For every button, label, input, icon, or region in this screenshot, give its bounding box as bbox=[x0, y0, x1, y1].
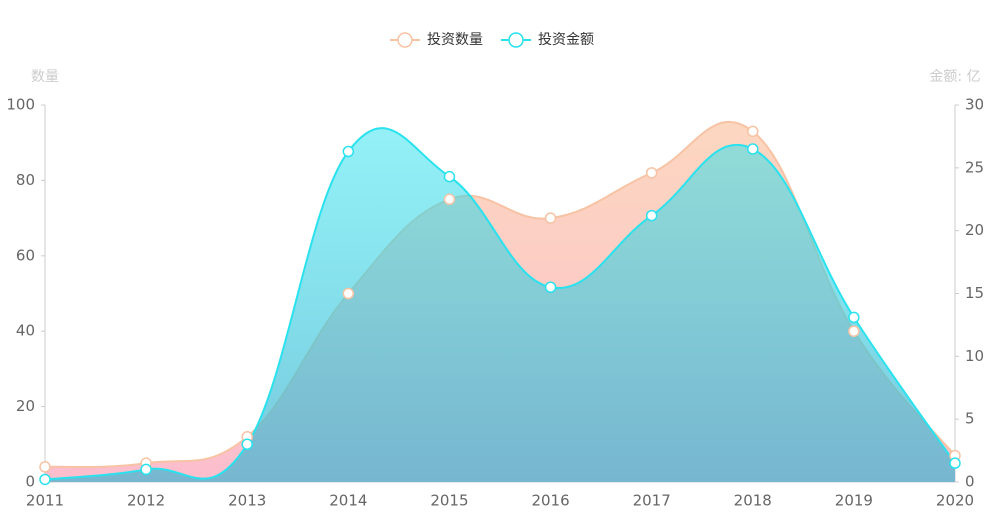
y-tick-label: 0 bbox=[25, 473, 35, 491]
legend-label: 投资数量 bbox=[427, 32, 483, 48]
y-tick-label: 80 bbox=[16, 171, 35, 189]
data-point bbox=[39, 461, 51, 473]
x-tick-label: 2017 bbox=[633, 492, 671, 510]
x-tick-label: 2016 bbox=[531, 492, 569, 510]
data-point bbox=[241, 438, 253, 451]
legend-label: 投资金额 bbox=[538, 32, 594, 48]
area-fill bbox=[45, 128, 955, 482]
x-tick-label: 2013 bbox=[228, 492, 266, 510]
data-point bbox=[443, 193, 456, 205]
y2-tick-label: 10 bbox=[965, 347, 984, 365]
data-point bbox=[747, 143, 759, 155]
data-point bbox=[949, 457, 961, 469]
data-point bbox=[848, 311, 860, 324]
y2-tick-label: 20 bbox=[965, 221, 984, 239]
data-point bbox=[645, 209, 658, 222]
data-point bbox=[342, 145, 355, 158]
data-point bbox=[645, 167, 658, 179]
x-tick-label: 2014 bbox=[329, 492, 367, 510]
x-tick-label: 2012 bbox=[127, 492, 165, 510]
y-axis-name: 数量 bbox=[31, 69, 59, 85]
legend-item[interactable]: 投资数量 bbox=[390, 32, 483, 48]
series-line bbox=[44, 127, 956, 481]
legend-item[interactable]: 投资金额 bbox=[501, 32, 594, 48]
legend-marker bbox=[508, 32, 524, 48]
data-point bbox=[140, 463, 152, 476]
y2-tick-label: 30 bbox=[965, 96, 984, 114]
x-tick-label: 2020 bbox=[936, 492, 974, 510]
y2-tick-label: 5 bbox=[965, 410, 975, 428]
data-point bbox=[544, 212, 557, 224]
x-tick-label: 2018 bbox=[734, 492, 772, 510]
y-tick-label: 40 bbox=[16, 322, 35, 340]
x-tick-label: 2019 bbox=[835, 492, 873, 510]
data-point bbox=[443, 170, 456, 183]
y-tick-label: 100 bbox=[6, 96, 35, 114]
y2-tick-label: 15 bbox=[965, 284, 984, 302]
data-point bbox=[747, 125, 759, 138]
y-tick-label: 60 bbox=[16, 246, 35, 264]
y2-tick-label: 25 bbox=[965, 158, 984, 176]
y2-axis-name: 金额: 亿 bbox=[929, 69, 980, 85]
data-point bbox=[848, 325, 860, 337]
y-tick-label: 20 bbox=[16, 397, 35, 415]
data-point bbox=[544, 281, 557, 293]
x-tick-label: 2011 bbox=[26, 492, 64, 510]
x-tick-label: 2015 bbox=[430, 492, 468, 510]
y2-tick-label: 0 bbox=[965, 473, 975, 491]
legend-marker bbox=[397, 32, 413, 48]
data-point bbox=[342, 287, 355, 300]
data-point bbox=[39, 473, 51, 486]
